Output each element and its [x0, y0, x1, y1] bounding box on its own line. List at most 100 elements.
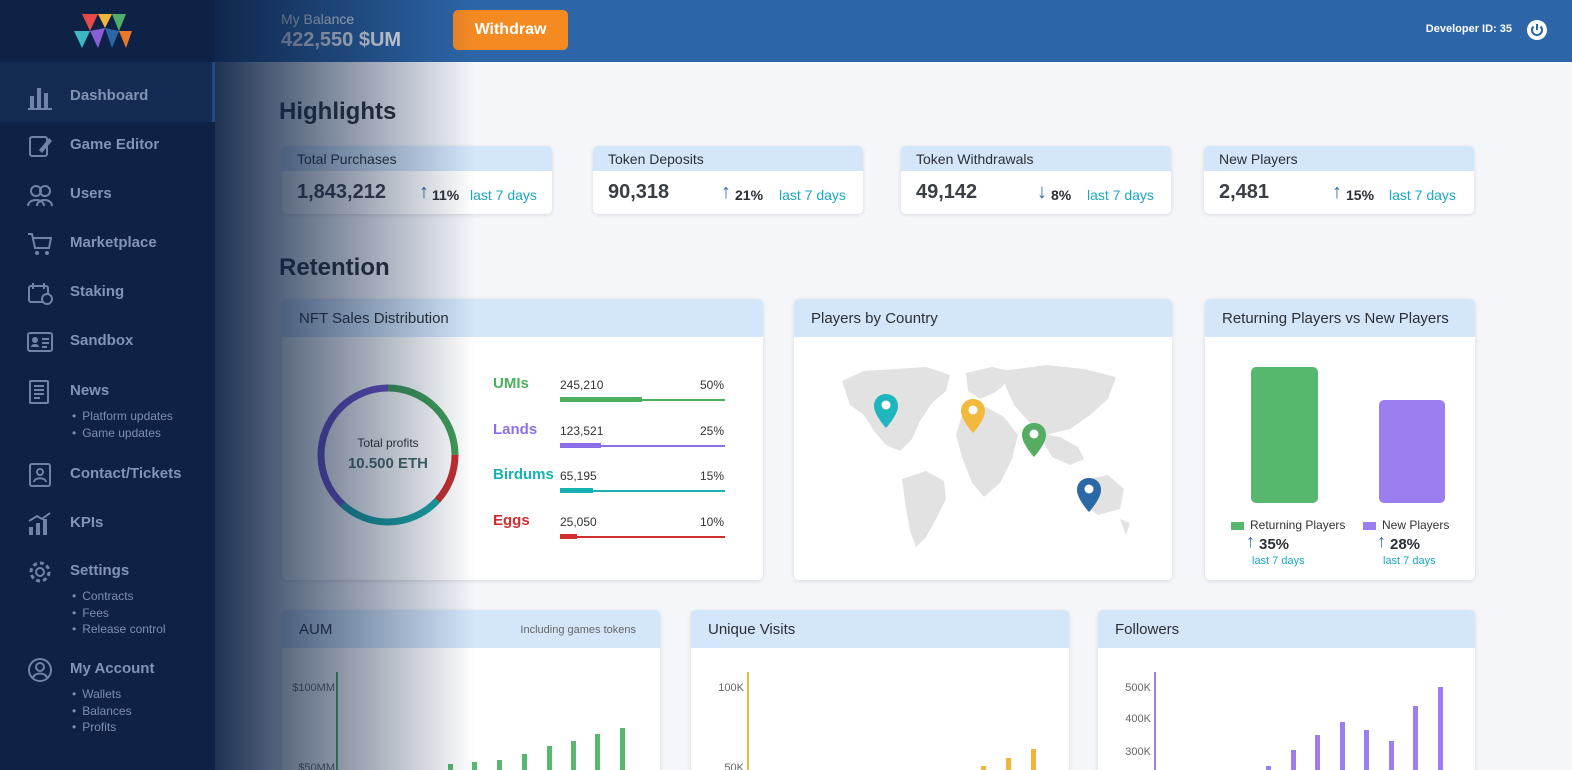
sidebar-item-label: Game Editor: [70, 136, 160, 153]
followers-card: Followers 500K 400K 300K: [1098, 610, 1475, 770]
sidebar-item-staking[interactable]: Staking: [0, 272, 215, 312]
sidebar-item-kpis[interactable]: KPIs: [0, 503, 215, 543]
legend-swatch: [1231, 521, 1244, 530]
y-tick: 50K: [724, 762, 744, 770]
card-title: Returning Players vs New Players: [1205, 299, 1475, 337]
card-note: Including games tokens: [520, 624, 636, 636]
sidebar-item-label: Marketplace: [70, 234, 157, 251]
gear-icon: [29, 561, 51, 583]
returning-vs-new-card: Returning Players vs New Players Returni…: [1205, 299, 1475, 580]
sidebar-item-label: News: [70, 382, 110, 399]
highlight-label: New Players: [1204, 146, 1474, 171]
users-icon: [27, 185, 53, 207]
power-icon[interactable]: [1526, 19, 1548, 41]
highlight-value: 49,142: [916, 181, 978, 203]
bar: [571, 741, 576, 770]
sidebar-sublist-news: Platform updates Game updates: [72, 408, 173, 441]
sidebar-active-indicator: [0, 62, 215, 122]
nft-row-umis: UMIs 245,210 50%: [493, 375, 733, 411]
aum-card: AUM Including games tokens $100MM $50MM: [282, 610, 660, 770]
highlight-card-new-players: New Players 2,481 ↑ 15% last 7 days: [1204, 146, 1474, 214]
highlight-pct: 15%: [1346, 187, 1375, 203]
highlight-value: 2,481: [1219, 181, 1270, 203]
sidebar-subitem[interactable]: Contracts: [72, 588, 166, 605]
bar: [1266, 766, 1271, 770]
sidebar-subitem[interactable]: Fees: [72, 605, 166, 622]
y-tick: 100K: [718, 682, 744, 694]
nft-row-pct: 10%: [700, 515, 725, 529]
withdraw-button[interactable]: Withdraw: [453, 10, 568, 50]
bar-chart-icon: [28, 88, 52, 110]
donut-center-label: Total profits: [357, 436, 419, 450]
highlight-value: 90,318: [608, 181, 670, 203]
sidebar-subitem[interactable]: Wallets: [72, 686, 132, 703]
sidebar-item-my-account[interactable]: My Account: [0, 649, 215, 689]
nft-row-value: 65,195: [560, 469, 597, 483]
y-tick: 400K: [1125, 713, 1151, 725]
returning-pct: 35%: [1259, 536, 1290, 553]
card-title: AUM: [299, 621, 333, 638]
sidebar-subitem[interactable]: Platform updates: [72, 408, 173, 425]
bar: [1413, 706, 1418, 770]
balance-label: My Balance: [281, 11, 355, 27]
arrow-up-icon: ↑: [1246, 531, 1255, 551]
highlight-label: Token Deposits: [593, 146, 863, 171]
sidebar-item-news[interactable]: News: [0, 371, 215, 411]
sidebar-item-game-editor[interactable]: Game Editor: [0, 125, 215, 165]
arrow-up-icon: ↑: [721, 181, 731, 203]
sidebar-item-users[interactable]: Users: [0, 174, 215, 214]
highlight-pct: 8%: [1051, 187, 1072, 203]
balance-value: 422,550 $UM: [281, 29, 402, 51]
card-title: Unique Visits: [691, 610, 1069, 648]
map-pin-blue-icon: [1077, 478, 1101, 512]
highlight-period: last 7 days: [470, 187, 537, 203]
sidebar-item-contact-tickets[interactable]: Contact/Tickets: [0, 454, 215, 494]
nft-row-fill: [560, 397, 642, 402]
sidebar-item-label: Settings: [70, 562, 130, 579]
sidebar-item-sandbox[interactable]: Sandbox: [0, 321, 215, 361]
nft-row-name: Eggs: [493, 512, 530, 529]
highlight-period: last 7 days: [779, 187, 846, 203]
highlight-label: Token Withdrawals: [901, 146, 1171, 171]
bar: [1315, 735, 1320, 770]
bar: [620, 728, 625, 770]
bar: [472, 762, 477, 770]
sidebar-subitem[interactable]: Balances: [72, 703, 131, 720]
returning-period: last 7 days: [1252, 555, 1305, 567]
highlights-title: Highlights: [279, 98, 397, 125]
kpi-icon: [28, 512, 51, 535]
sidebar-item-dashboard[interactable]: Dashboard: [0, 76, 215, 116]
arrow-up-icon: ↑: [1332, 181, 1342, 203]
bar: [1031, 749, 1036, 770]
arrow-down-icon: ↓: [1037, 181, 1047, 203]
edit-icon: [29, 136, 52, 157]
bar: [595, 734, 600, 770]
y-axis: [336, 672, 338, 770]
nft-row-track: [560, 490, 725, 492]
bar: [1291, 750, 1296, 770]
logo-icon: [74, 14, 132, 48]
sidebar-item-marketplace[interactable]: Marketplace: [0, 223, 215, 263]
sidebar-subitem[interactable]: Game updates: [72, 425, 173, 442]
sidebar-subitem[interactable]: Profits: [72, 719, 132, 736]
sidebar-item-settings[interactable]: Settings: [0, 551, 215, 591]
players-by-country-card: Players by Country: [794, 299, 1172, 580]
y-axis: [747, 672, 749, 770]
highlight-card-token-withdrawals: Token Withdrawals 49,142 ↓ 8% last 7 day…: [901, 146, 1171, 214]
legend-new: New Players: [1363, 518, 1449, 532]
y-tick: 300K: [1125, 746, 1151, 758]
highlight-period: last 7 days: [1389, 187, 1456, 203]
nft-row-fill: [560, 443, 601, 448]
nft-row-pct: 50%: [700, 378, 725, 392]
nft-row-value: 123,521: [560, 424, 604, 438]
sidebar-item-label: Staking: [70, 283, 125, 300]
sidebar-subitem[interactable]: Release control: [72, 621, 165, 638]
news-icon: [29, 380, 49, 404]
nft-row-eggs: Eggs 25,050 10%: [493, 512, 733, 548]
sidebar: Dashboard Game Editor Users Marketplace …: [0, 0, 215, 770]
bar: [1389, 741, 1394, 770]
legend-swatch: [1363, 521, 1376, 530]
highlight-card-token-deposits: Token Deposits 90,318 ↑ 21% last 7 days: [593, 146, 863, 214]
arrow-up-icon: ↑: [419, 181, 429, 203]
nft-row-value: 25,050: [560, 515, 597, 529]
